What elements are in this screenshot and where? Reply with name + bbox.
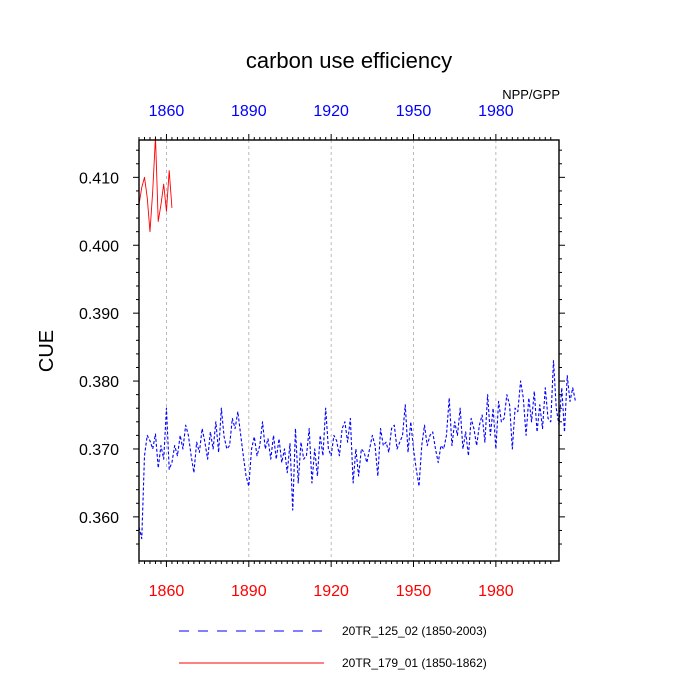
legend: 20TR_125_02 (1850-2003) 20TR_179_01 (1850… bbox=[179, 624, 487, 670]
x-tick-label-top: 1860 bbox=[149, 103, 185, 120]
y-tick-label: 0.410 bbox=[79, 170, 119, 187]
x-tick-label-bottom: 1860 bbox=[149, 583, 185, 600]
y-axis-label: CUE bbox=[36, 330, 58, 372]
y-tick-label: 0.390 bbox=[79, 306, 119, 323]
chart-subtitle: NPP/GPP bbox=[502, 87, 560, 102]
x-tick-label-bottom: 1980 bbox=[478, 583, 514, 600]
y-tick-label: 0.370 bbox=[79, 442, 119, 459]
y-tick-label: 0.400 bbox=[79, 238, 119, 255]
x-tick-label-bottom: 1890 bbox=[231, 583, 267, 600]
axis-tick-labels: 0.360 0.370 0.380 0.390 0.400 0.410 1860 1860 18… bbox=[79, 103, 514, 600]
legend-label-1: 20TR_125_02 (1850-2003) bbox=[342, 624, 487, 638]
legend-label-2: 20TR_179_01 (1850-1862) bbox=[342, 656, 487, 670]
x-tick-label-bottom: 1920 bbox=[313, 583, 349, 600]
grid-lines bbox=[166, 140, 497, 561]
x-tick-label-top: 1890 bbox=[231, 103, 267, 120]
series-line-2 bbox=[138, 136, 173, 233]
y-tick-label: 0.360 bbox=[79, 510, 119, 527]
x-tick-label-bottom: 1950 bbox=[396, 583, 432, 600]
series-line-1 bbox=[138, 360, 577, 540]
x-tick-label-top: 1920 bbox=[313, 103, 349, 120]
x-tick-label-top: 1950 bbox=[396, 103, 432, 120]
y-tick-label: 0.380 bbox=[79, 374, 119, 391]
chart-title: carbon use efficiency bbox=[246, 48, 452, 73]
plot-frame bbox=[138, 139, 560, 562]
axis-ticks bbox=[133, 134, 565, 567]
x-tick-label-top: 1980 bbox=[478, 103, 514, 120]
series-lines bbox=[138, 136, 577, 540]
